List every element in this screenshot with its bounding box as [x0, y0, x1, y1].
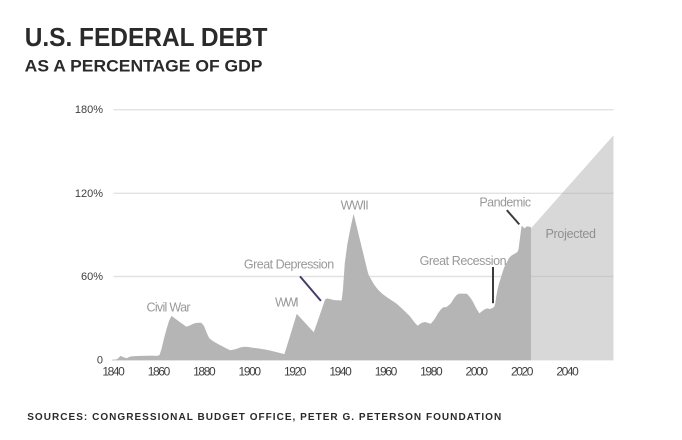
- svg-text:2000: 2000: [466, 365, 489, 379]
- svg-text:0: 0: [97, 355, 103, 367]
- svg-text:Projected: Projected: [546, 227, 597, 241]
- svg-text:2040: 2040: [556, 365, 579, 379]
- svg-text:Great Depression: Great Depression: [244, 257, 334, 271]
- svg-text:2020: 2020: [511, 365, 534, 379]
- svg-text:U.S. FEDERAL DEBT: U.S. FEDERAL DEBT: [25, 22, 268, 52]
- svg-text:1940: 1940: [329, 365, 352, 379]
- svg-text:WWI: WWI: [275, 296, 299, 310]
- svg-text:SOURCES: CONGRESSIONAL BUDGET: SOURCES: CONGRESSIONAL BUDGET OFFICE, PE…: [27, 412, 501, 423]
- svg-text:1860: 1860: [148, 365, 171, 379]
- svg-text:Civil War: Civil War: [147, 301, 191, 315]
- svg-text:1900: 1900: [239, 365, 262, 379]
- svg-text:1920: 1920: [284, 365, 307, 379]
- svg-text:1980: 1980: [420, 365, 443, 379]
- svg-text:WWII: WWII: [341, 199, 369, 213]
- svg-text:60%: 60%: [81, 271, 103, 283]
- svg-text:Pandemic: Pandemic: [479, 196, 531, 210]
- svg-text:Great Recession: Great Recession: [420, 254, 507, 268]
- svg-text:AS A PERCENTAGE OF GDP: AS A PERCENTAGE OF GDP: [25, 57, 263, 76]
- svg-text:120%: 120%: [75, 188, 103, 200]
- svg-text:1840: 1840: [102, 365, 125, 379]
- svg-text:1960: 1960: [375, 365, 398, 379]
- svg-text:180%: 180%: [75, 104, 103, 116]
- svg-text:1880: 1880: [193, 365, 216, 379]
